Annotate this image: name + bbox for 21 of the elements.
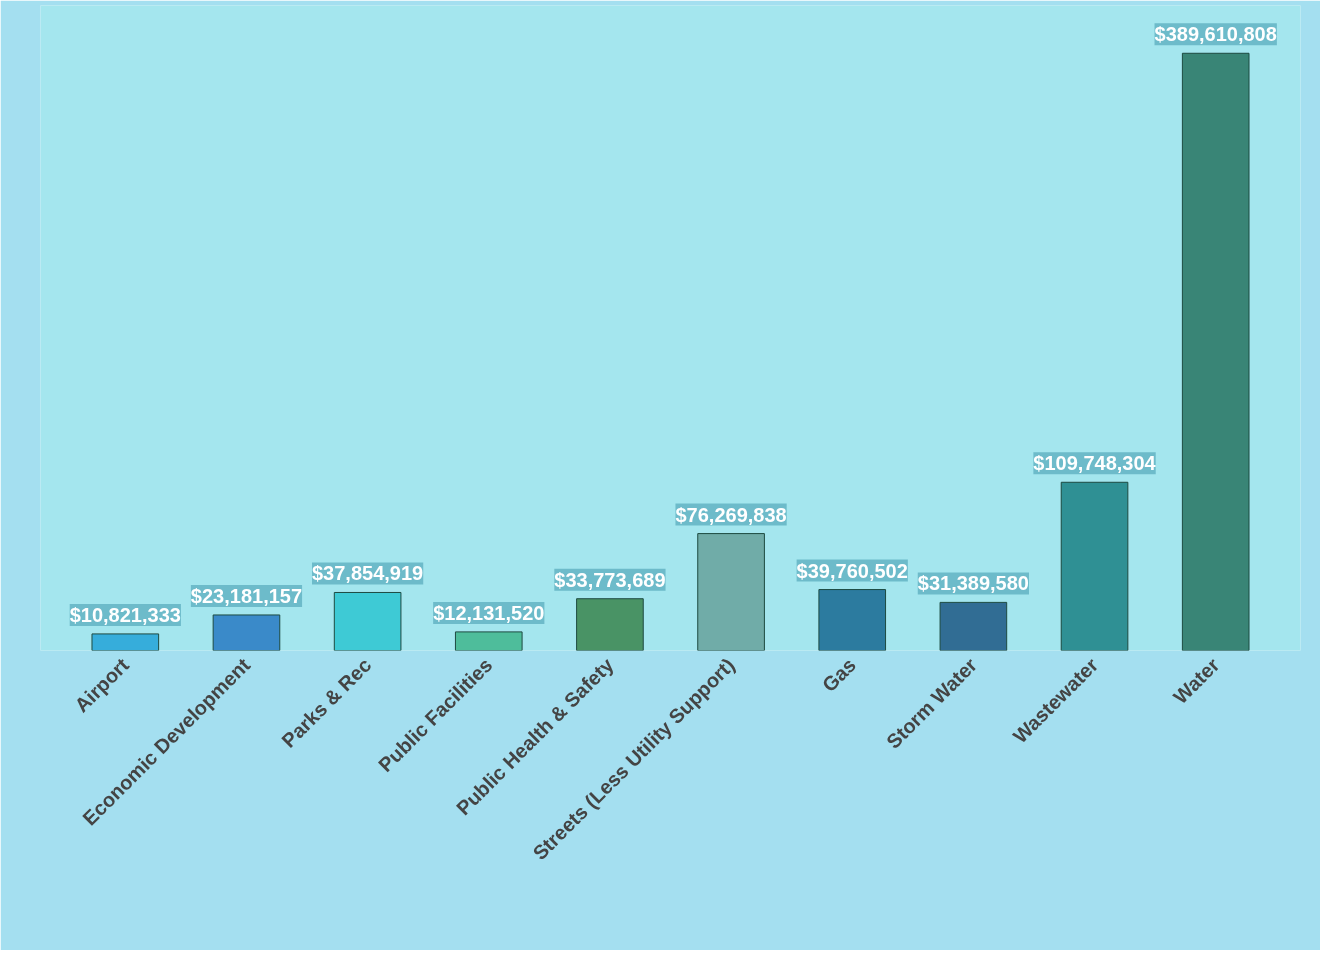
bar bbox=[91, 633, 160, 651]
data-label: $10,821,333 bbox=[69, 603, 181, 626]
bar bbox=[212, 614, 281, 651]
data-label: $23,181,157 bbox=[190, 584, 303, 607]
data-label: $37,854,919 bbox=[312, 562, 424, 585]
data-label: $33,773,689 bbox=[554, 568, 666, 591]
data-label: $389,610,808 bbox=[1154, 23, 1277, 46]
bar bbox=[333, 591, 402, 651]
data-label: $12,131,520 bbox=[433, 601, 545, 624]
bar bbox=[454, 631, 523, 651]
bar bbox=[1060, 481, 1129, 651]
bar bbox=[1181, 52, 1250, 651]
data-label: $39,760,502 bbox=[796, 559, 908, 582]
bar bbox=[576, 598, 644, 651]
x-tick-label: Gas bbox=[817, 653, 861, 697]
data-label: $31,389,580 bbox=[917, 572, 1030, 595]
data-label: $109,748,304 bbox=[1033, 452, 1157, 475]
bar bbox=[939, 601, 1008, 651]
data-label: $76,269,838 bbox=[675, 503, 787, 526]
bar bbox=[697, 533, 765, 651]
bar bbox=[818, 589, 887, 651]
